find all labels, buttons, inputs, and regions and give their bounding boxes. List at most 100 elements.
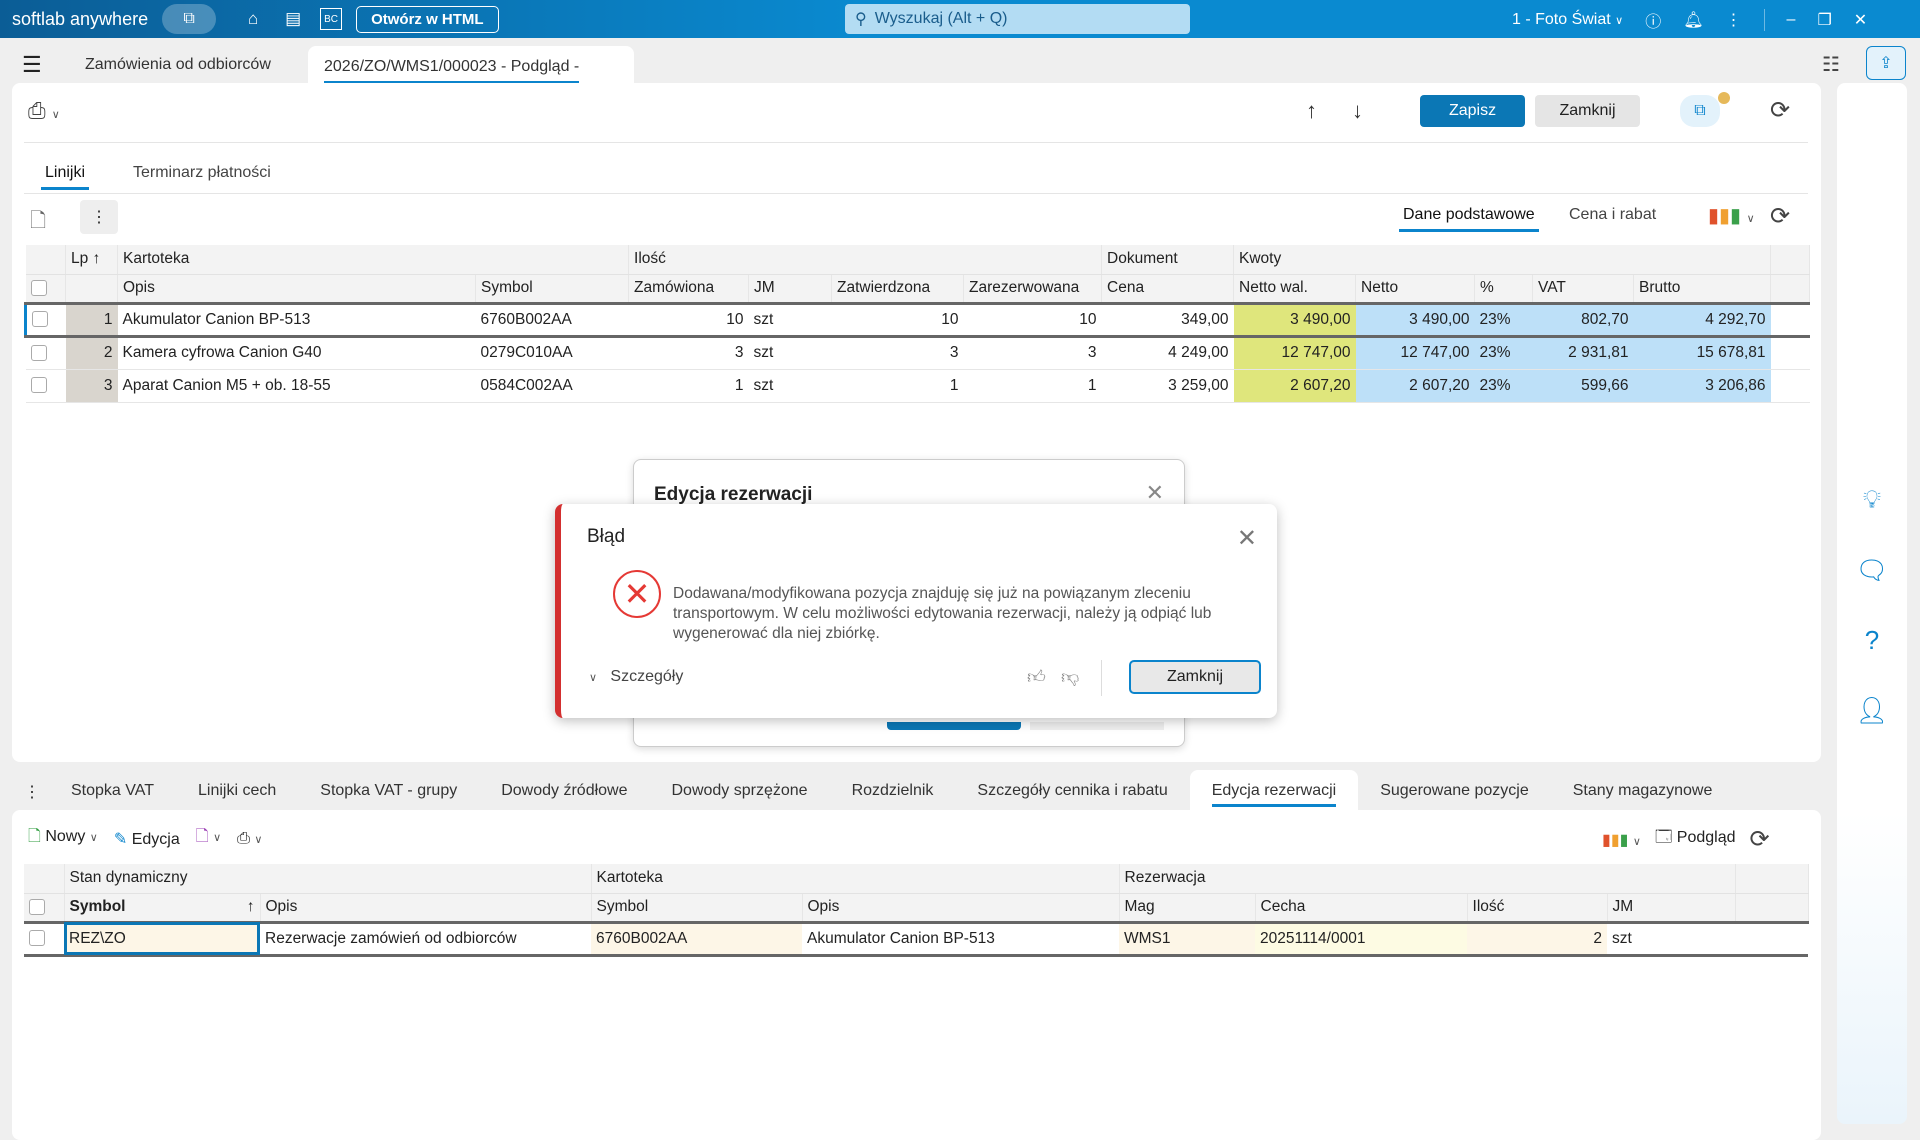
help-icon[interactable]: ⓘ: [1645, 14, 1662, 31]
tab-edycja-rezerwacji[interactable]: Edycja rezerwacji: [1189, 770, 1359, 811]
tab-stany-magazynowe[interactable]: Stany magazynowe: [1572, 781, 1713, 799]
menu-icon[interactable]: ☰: [22, 52, 42, 77]
preview-button[interactable]: 🗔 Podgląd: [1654, 829, 1736, 846]
error-dialog: Błąd ✕ ✕ Dodawana/modyfikowana pozycja z…: [555, 504, 1277, 718]
col-jm[interactable]: JM: [748, 274, 833, 304]
table-row[interactable]: 2 Kamera cyfrowa Canion G40 0279C010AA 3 sz…: [25, 336, 1810, 370]
close-icon[interactable]: ✕: [1236, 525, 1257, 552]
col-jm[interactable]: JM: [1607, 893, 1736, 923]
restore-icon[interactable]: ❐: [1817, 12, 1832, 29]
tab-sugerowane-pozycje[interactable]: Sugerowane pozycje: [1380, 781, 1529, 799]
group-dokument: Dokument: [1101, 245, 1235, 275]
arrow-down-icon[interactable]: ↓: [1352, 98, 1363, 123]
col-symbol[interactable]: Symbol: [475, 274, 630, 304]
row-checkbox[interactable]: [30, 377, 47, 394]
col-netto[interactable]: Netto: [1355, 274, 1476, 304]
select-all-checkbox[interactable]: [30, 279, 47, 296]
col-zatwierdzona[interactable]: Zatwierdzona: [831, 274, 965, 304]
print-icon[interactable]: ⎙ ∨: [28, 98, 60, 123]
edit-button[interactable]: ✎ Edycja: [113, 830, 180, 848]
reservations-table: Stan dynamiczny Kartoteka Rezerwacja Sym…: [24, 864, 1809, 957]
modules-icon[interactable]: ⧉: [162, 4, 217, 34]
close-icon[interactable]: ✕: [1145, 480, 1164, 505]
share-icon[interactable]: ⇪: [1866, 46, 1906, 80]
tab-terminarz[interactable]: Terminarz płatności: [133, 164, 271, 181]
tab-dane-podstawowe[interactable]: Dane podstawowe: [1399, 206, 1539, 232]
close-button[interactable]: Zamknij: [1535, 95, 1640, 127]
thumbs-up-icon[interactable]: 👍︎: [1027, 667, 1046, 687]
col-cena[interactable]: Cena: [1101, 274, 1235, 304]
col-opis[interactable]: Opis: [260, 893, 592, 923]
symbol-cell[interactable]: REZ\ZO: [64, 920, 260, 957]
list-view-icon[interactable]: ☷: [1822, 54, 1840, 76]
new-button[interactable]: 🗋 Nowy ∨: [28, 828, 98, 845]
col-netto-wal[interactable]: Netto wal.: [1233, 274, 1357, 304]
home-icon[interactable]: ⌂: [247, 9, 259, 28]
table-row[interactable]: 1 Akumulator Canion BP-513 6760B002AA 10 sz…: [24, 301, 1810, 338]
tab-stopka-vat-grupy[interactable]: Stopka VAT - grupy: [320, 781, 458, 799]
col-cecha[interactable]: Cecha: [1255, 893, 1468, 923]
bc-icon[interactable]: BC: [320, 8, 343, 30]
more-tabs-icon[interactable]: ⋮: [24, 784, 40, 801]
col-lp[interactable]: Lp ↑: [65, 245, 118, 275]
row-checkbox[interactable]: [30, 344, 47, 361]
tab-order-preview[interactable]: 2026/ZO/WMS1/000023 - Podgląd -: [308, 46, 634, 84]
col-ilosc[interactable]: Ilość: [1467, 893, 1608, 923]
col-mag[interactable]: Mag: [1119, 893, 1256, 923]
support-icon[interactable]: 👤︎: [1855, 694, 1889, 725]
refresh-icon[interactable]: ⟳: [1749, 826, 1770, 853]
save-button[interactable]: Zapisz: [1420, 95, 1525, 127]
col-procent[interactable]: %: [1474, 274, 1534, 304]
chart-icon[interactable]: ▮▮▮ ∨: [1602, 831, 1641, 849]
chat-icon[interactable]: 🗨︎: [1855, 554, 1889, 585]
document-info-icon[interactable]: 🗋: [30, 210, 47, 232]
tab-orders-list[interactable]: Zamówienia od odbiorców: [85, 55, 271, 73]
more-options-button[interactable]: ⋮: [80, 200, 118, 234]
col-zarezerwowana[interactable]: Zarezerwowana: [963, 274, 1103, 304]
thumbs-down-icon[interactable]: 👎︎: [1061, 667, 1080, 687]
table-row[interactable]: REZ\ZO Rezerwacje zamówień od odbiorców …: [24, 920, 1809, 957]
more-icon[interactable]: ⋮: [1725, 12, 1742, 29]
col-kartoteka-symbol[interactable]: Symbol: [591, 893, 803, 923]
col-kartoteka-opis[interactable]: Opis: [802, 893, 1120, 923]
minimize-icon[interactable]: –: [1786, 11, 1796, 28]
company-selector[interactable]: 1 - Foto Świat ∨: [1512, 11, 1624, 28]
col-symbol[interactable]: Symbol ↑: [64, 893, 261, 923]
bell-icon[interactable]: 🔔︎: [1683, 12, 1704, 29]
tab-dowody-sprzezone[interactable]: Dowody sprzężone: [671, 781, 808, 799]
modules-button[interactable]: ⧉: [1680, 95, 1720, 127]
open-html-button[interactable]: Otwórz w HTML: [356, 5, 499, 33]
col-brutto[interactable]: Brutto: [1633, 274, 1772, 304]
tab-rozdzielnik[interactable]: Rozdzielnik: [851, 781, 934, 799]
tab-szczegoly-cennika[interactable]: Szczegóły cennika i rabatu: [977, 781, 1168, 799]
tab-linijki-cech[interactable]: Linijki cech: [198, 781, 277, 799]
col-opis[interactable]: Opis: [117, 274, 476, 304]
details-toggle[interactable]: ∨ Szczegóły: [589, 668, 684, 685]
arrow-up-icon[interactable]: ↑: [1306, 98, 1317, 123]
chart-icon[interactable]: ▮▮▮ ∨: [1708, 205, 1755, 227]
lightbulb-icon[interactable]: 💡︎: [1862, 484, 1882, 514]
select-all-checkbox[interactable]: [29, 898, 45, 915]
tab-stopka-vat[interactable]: Stopka VAT: [71, 781, 154, 799]
tab-dowody-zrodlowe[interactable]: Dowody źródłowe: [501, 781, 628, 799]
close-window-icon[interactable]: ✕: [1853, 12, 1868, 29]
table-row[interactable]: 3 Aparat Canion M5 + ob. 18-55 0584C002AA …: [25, 369, 1810, 403]
print-button[interactable]: ⎙ ∨: [237, 829, 263, 847]
search-input[interactable]: ⚲ Wyszukaj (Alt + Q): [845, 4, 1190, 34]
help-chat-icon[interactable]: ?: [1864, 624, 1880, 655]
error-close-button[interactable]: Zamknij: [1129, 660, 1261, 694]
col-zamowiona[interactable]: Zamówiona: [628, 274, 750, 304]
info-button[interactable]: 🗋 ∨: [195, 828, 222, 845]
tab-cena-rabat[interactable]: Cena i rabat: [1569, 206, 1657, 223]
error-icon: ✕: [613, 570, 661, 618]
col-vat[interactable]: VAT: [1532, 274, 1635, 304]
refresh-icon[interactable]: ⟳: [1770, 97, 1791, 124]
row-checkbox[interactable]: [32, 311, 48, 328]
group-rezerwacja: Rezerwacja: [1119, 864, 1736, 894]
row-checkbox[interactable]: [29, 930, 45, 947]
group-kartoteka: Kartoteka: [117, 245, 630, 275]
refresh-lines-icon[interactable]: ⟳: [1770, 203, 1791, 230]
news-icon[interactable]: ▤: [285, 9, 302, 28]
app-name: softlab anywhere: [12, 8, 149, 29]
tab-linijki[interactable]: Linijki: [40, 164, 90, 190]
